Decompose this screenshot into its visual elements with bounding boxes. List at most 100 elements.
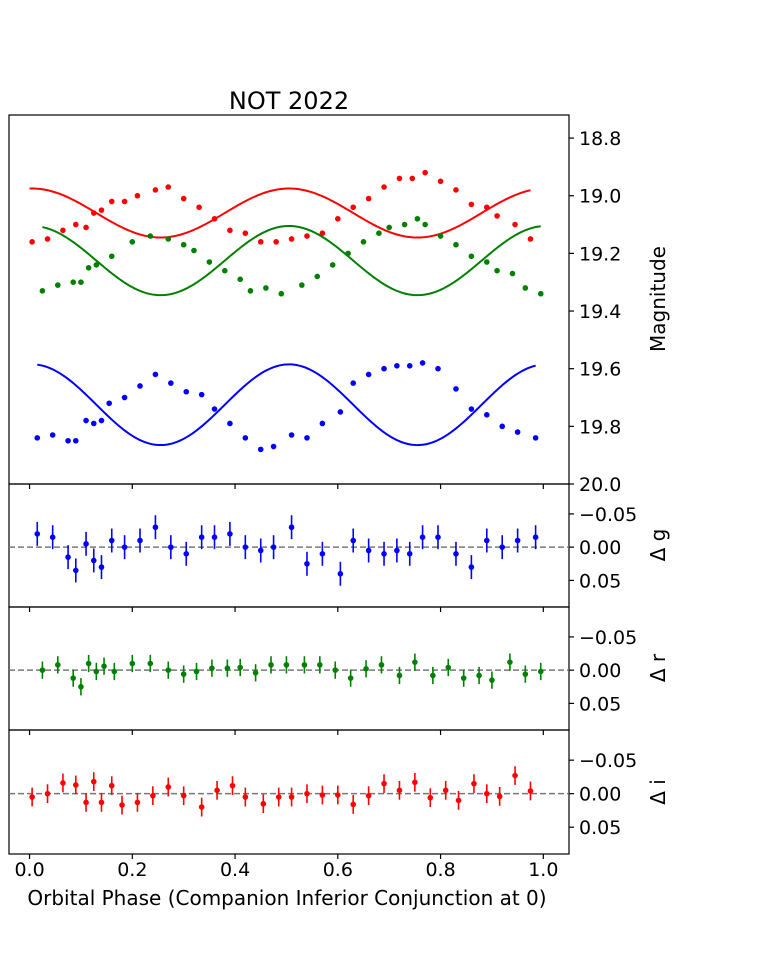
magnitude-data-point — [227, 227, 233, 234]
residual-g-data-point — [227, 531, 233, 537]
magnitude-data-point — [304, 233, 310, 239]
magnitude-data-point — [419, 360, 426, 366]
magnitude-data-point — [527, 236, 534, 242]
residual-g-data-point — [270, 544, 277, 550]
residual-r-data-point — [85, 660, 92, 667]
residual-r-data-point — [78, 683, 84, 690]
residual-g-data-point — [453, 551, 459, 557]
residual-r-data-point — [378, 662, 385, 668]
magnitude-data-point — [106, 400, 112, 407]
magnitude-data-point — [273, 239, 279, 245]
residual-r-data-point — [237, 664, 243, 671]
magnitude-ytick-label: 19.6 — [579, 359, 621, 381]
magnitude-data-point — [263, 285, 269, 291]
residual-r-data-point — [252, 670, 259, 676]
magnitude-data-point — [121, 394, 128, 401]
magnitude-data-point — [83, 224, 89, 231]
magnitude-data-point — [360, 239, 367, 245]
magnitude-data-point — [211, 406, 218, 412]
residual-g-data-point — [198, 534, 205, 540]
magnitude-data-point — [365, 371, 372, 378]
magnitude-data-point — [60, 227, 66, 234]
magnitude-panel-frame — [8, 114, 570, 485]
magnitude-data-point — [165, 236, 172, 242]
magnitude-data-point — [437, 233, 444, 239]
residual-r-data-point — [476, 672, 482, 679]
magnitude-data-point — [483, 204, 490, 211]
residual-i-data-point — [304, 790, 310, 797]
x-tick-label: 0.6 — [323, 859, 353, 881]
magnitude-data-point — [394, 363, 400, 369]
residual-r-ytick-label: 0.00 — [579, 660, 621, 682]
magnitude-data-point — [70, 279, 77, 286]
residual-i-data-point — [335, 792, 341, 798]
residual-r-data-point — [537, 668, 544, 675]
magnitude-data-point — [211, 215, 218, 222]
residual-g-data-point — [242, 544, 249, 550]
magnitude-model-curve-1 — [42, 224, 541, 297]
magnitude-data-point — [299, 282, 305, 288]
magnitude-data-point — [406, 363, 413, 369]
magnitude-data-point — [350, 380, 357, 386]
magnitude-ytick-label: 19.2 — [579, 243, 621, 265]
residual-g-data-point — [121, 544, 128, 550]
magnitude-data-point — [180, 241, 187, 248]
magnitude-data-point — [270, 443, 277, 450]
magnitude-data-point — [422, 169, 428, 176]
magnitude-data-point — [437, 178, 444, 185]
magnitude-data-point — [422, 221, 428, 228]
magnitude-data-point — [512, 221, 518, 228]
magnitude-data-point — [396, 175, 403, 182]
magnitude-data-point — [152, 371, 159, 378]
residual-r-data-point — [317, 662, 323, 668]
magnitude-data-point — [435, 365, 441, 372]
residual-g-data-point — [406, 551, 413, 557]
residual-i-ytick-label: 0.00 — [579, 784, 621, 806]
magnitude-data-point — [499, 423, 506, 430]
x-axis: 0.0 0.2 0.4 0.6 0.8 1.0 — [14, 859, 558, 881]
residual-i-data-point — [527, 788, 534, 794]
magnitude-data-point — [85, 264, 92, 271]
residual-i-data-point — [214, 787, 220, 794]
magnitude-data-point — [537, 290, 544, 297]
magnitude-data-point — [319, 420, 326, 427]
magnitude-data-point — [196, 204, 202, 211]
residual-g-data-point — [532, 534, 539, 540]
magnitude-data-point — [468, 253, 475, 260]
magnitude-axis-label: Magnitude — [646, 246, 670, 352]
magnitude-data-point — [152, 187, 159, 193]
residual-i-panel-frame — [8, 729, 570, 855]
residual-r-data-point — [283, 662, 290, 668]
residual-r-data-point — [193, 668, 200, 675]
residual-i-data-point — [483, 790, 490, 797]
residual-i-data-point — [150, 792, 156, 799]
magnitude-data-point — [198, 391, 205, 398]
residual-g-data-point — [72, 567, 79, 574]
residual-r-data-point — [93, 668, 100, 675]
magnitude-data-point — [44, 236, 51, 242]
magnitude-data-point — [180, 195, 187, 202]
residual-g-data-point — [65, 554, 71, 560]
magnitude-data-point — [401, 221, 408, 228]
residual-g-data-point — [337, 570, 344, 577]
magnitude-data-point — [514, 429, 521, 435]
magnitude-data-point — [168, 380, 174, 386]
x-axis-label: Orbital Phase (Companion Inferior Conjun… — [27, 886, 546, 910]
residual-i-data-point — [108, 782, 115, 789]
residual-r-data-point — [522, 671, 529, 677]
magnitude-data-point — [39, 288, 46, 294]
magnitude-data-point — [78, 279, 84, 286]
residual-i-data-point — [471, 780, 477, 787]
residual-g-data-point — [435, 534, 441, 540]
residual-r-data-point — [363, 666, 369, 672]
residual-g-data-point — [49, 534, 56, 540]
residual-g-data-point — [108, 537, 115, 544]
magnitude-data-point — [386, 224, 392, 231]
magnitude-data-point — [108, 198, 115, 205]
residual-i-data-point — [442, 787, 449, 794]
magnitude-data-point — [191, 247, 197, 254]
magnitude-data-point — [72, 221, 79, 228]
magnitude-data-point — [483, 412, 490, 418]
residual-i-data-point — [98, 799, 105, 806]
residual-g-data-point — [152, 524, 159, 531]
